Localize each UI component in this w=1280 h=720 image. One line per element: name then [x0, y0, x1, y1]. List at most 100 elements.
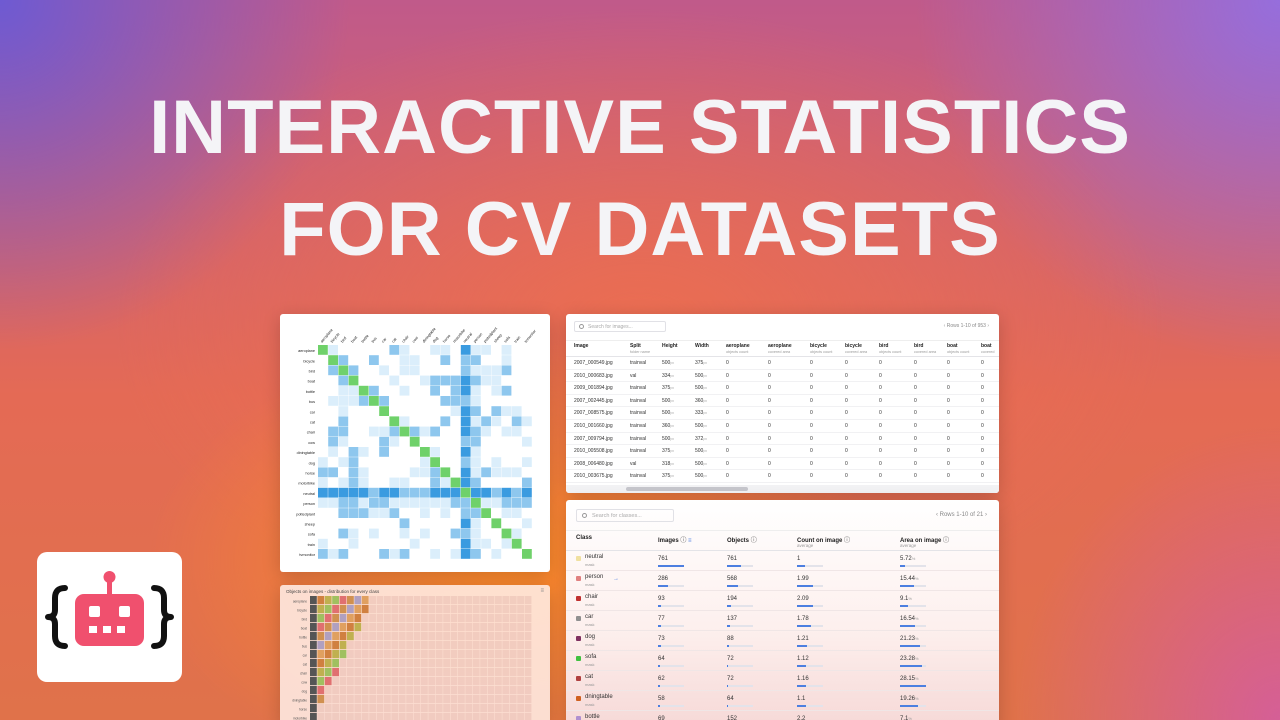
- distribution-cell[interactable]: [413, 704, 421, 713]
- heatmap-cell[interactable]: [481, 416, 491, 427]
- heatmap-cell[interactable]: [318, 385, 328, 396]
- heatmap-cell[interactable]: [389, 375, 400, 386]
- distribution-cell[interactable]: [428, 605, 436, 614]
- heatmap-cell[interactable]: [471, 416, 481, 427]
- heatmap-cell[interactable]: [450, 385, 461, 396]
- heatmap-cell[interactable]: [409, 345, 420, 355]
- heatmap-cell[interactable]: [348, 396, 359, 406]
- chevron-left-icon[interactable]: ‹: [935, 512, 938, 518]
- heatmap-cell[interactable]: [440, 477, 451, 488]
- heatmap-cell[interactable]: [450, 549, 461, 559]
- distribution-cell[interactable]: [391, 623, 399, 632]
- distribution-cell[interactable]: [517, 623, 524, 632]
- distribution-cell[interactable]: [458, 641, 465, 650]
- col-header[interactable]: Width: [695, 343, 709, 349]
- distribution-cell[interactable]: [465, 641, 473, 650]
- distribution-cell[interactable]: [369, 632, 376, 641]
- distribution-cell[interactable]: [310, 668, 317, 677]
- heatmap-cell[interactable]: [511, 396, 522, 406]
- heatmap-cell[interactable]: [318, 528, 328, 539]
- heatmap-cell[interactable]: [522, 549, 532, 559]
- heatmap-cell[interactable]: [501, 528, 512, 539]
- heatmap-cell[interactable]: [511, 549, 522, 559]
- distribution-cell[interactable]: [495, 695, 502, 704]
- heatmap-cell[interactable]: [409, 528, 420, 539]
- heatmap-cell[interactable]: [399, 518, 410, 529]
- distribution-cell[interactable]: [524, 713, 532, 720]
- distribution-cell[interactable]: [332, 650, 339, 659]
- heatmap-cell[interactable]: [450, 416, 461, 427]
- heatmap-cell[interactable]: [399, 406, 410, 416]
- heatmap-cell[interactable]: [450, 436, 461, 447]
- heatmap-cell[interactable]: [389, 549, 400, 559]
- col-header[interactable]: bicycle: [810, 343, 827, 349]
- class-name[interactable]: bottle: [585, 714, 600, 720]
- distribution-cell[interactable]: [443, 623, 450, 632]
- distribution-cell[interactable]: [524, 668, 532, 677]
- distribution-cell[interactable]: [376, 686, 384, 695]
- distribution-cell[interactable]: [487, 605, 495, 614]
- heatmap-cell[interactable]: [328, 345, 338, 355]
- heatmap-cell[interactable]: [399, 467, 410, 478]
- heatmap-cell[interactable]: [440, 406, 451, 416]
- heatmap-cell[interactable]: [328, 549, 338, 559]
- distribution-cell[interactable]: [332, 605, 339, 614]
- heatmap-cell[interactable]: [318, 467, 328, 478]
- heatmap-cell[interactable]: [369, 538, 379, 549]
- heatmap-cell[interactable]: [399, 538, 410, 549]
- distribution-cell[interactable]: [480, 668, 487, 677]
- heatmap-cell[interactable]: [522, 467, 532, 478]
- distribution-cell[interactable]: [443, 704, 450, 713]
- heatmap-cell[interactable]: [358, 406, 369, 416]
- distribution-cell[interactable]: [413, 686, 421, 695]
- distribution-cell[interactable]: [509, 623, 517, 632]
- heatmap-cell[interactable]: [409, 426, 420, 437]
- heatmap-cell[interactable]: [318, 436, 328, 447]
- heatmap-cell[interactable]: [450, 477, 461, 488]
- heatmap-cell[interactable]: [389, 467, 400, 478]
- heatmap-cell[interactable]: [328, 528, 338, 539]
- heatmap-cell[interactable]: [450, 498, 461, 508]
- heatmap-cell[interactable]: [481, 355, 491, 365]
- heatmap-cell[interactable]: [460, 538, 471, 549]
- heatmap-cell[interactable]: [471, 549, 481, 559]
- distribution-cell[interactable]: [443, 596, 450, 605]
- distribution-cell[interactable]: [495, 605, 502, 614]
- col-class[interactable]: Class: [576, 535, 593, 541]
- distribution-cell[interactable]: [465, 659, 473, 668]
- heatmap-cell[interactable]: [420, 375, 430, 386]
- heatmap-cell[interactable]: [389, 518, 400, 529]
- heatmap-cell[interactable]: [420, 538, 430, 549]
- class-name[interactable]: chair: [585, 594, 599, 600]
- distribution-cell[interactable]: [421, 659, 428, 668]
- heatmap-cell[interactable]: [511, 345, 522, 355]
- distribution-cell[interactable]: [502, 641, 510, 650]
- distribution-cell[interactable]: [502, 605, 510, 614]
- heatmap-cell[interactable]: [430, 498, 440, 508]
- heatmap-cell[interactable]: [348, 498, 359, 508]
- distribution-cell[interactable]: [413, 623, 421, 632]
- heatmap-cell[interactable]: [318, 345, 328, 355]
- distribution-cell[interactable]: [354, 605, 362, 614]
- heatmap-cell[interactable]: [501, 447, 512, 457]
- distribution-cell[interactable]: [421, 677, 428, 686]
- distribution-cell[interactable]: [495, 713, 502, 720]
- heatmap-cell[interactable]: [409, 549, 420, 559]
- distribution-cell[interactable]: [391, 668, 399, 677]
- distribution-cell[interactable]: [465, 632, 473, 641]
- distribution-cell[interactable]: [458, 614, 465, 623]
- heatmap-cell[interactable]: [379, 355, 389, 365]
- heatmap-cell[interactable]: [491, 477, 502, 488]
- distribution-cell[interactable]: [435, 704, 443, 713]
- distribution-cell[interactable]: [428, 650, 436, 659]
- distribution-cell[interactable]: [317, 668, 325, 677]
- heatmap-cell[interactable]: [481, 406, 491, 416]
- heatmap-cell[interactable]: [522, 528, 532, 539]
- heatmap-cell[interactable]: [430, 345, 440, 355]
- distribution-cell[interactable]: [443, 677, 450, 686]
- heatmap-cell[interactable]: [491, 447, 502, 457]
- heatmap-cell[interactable]: [409, 508, 420, 518]
- heatmap-cell[interactable]: [430, 477, 440, 488]
- heatmap-cell[interactable]: [318, 457, 328, 467]
- heatmap-cell[interactable]: [389, 365, 400, 376]
